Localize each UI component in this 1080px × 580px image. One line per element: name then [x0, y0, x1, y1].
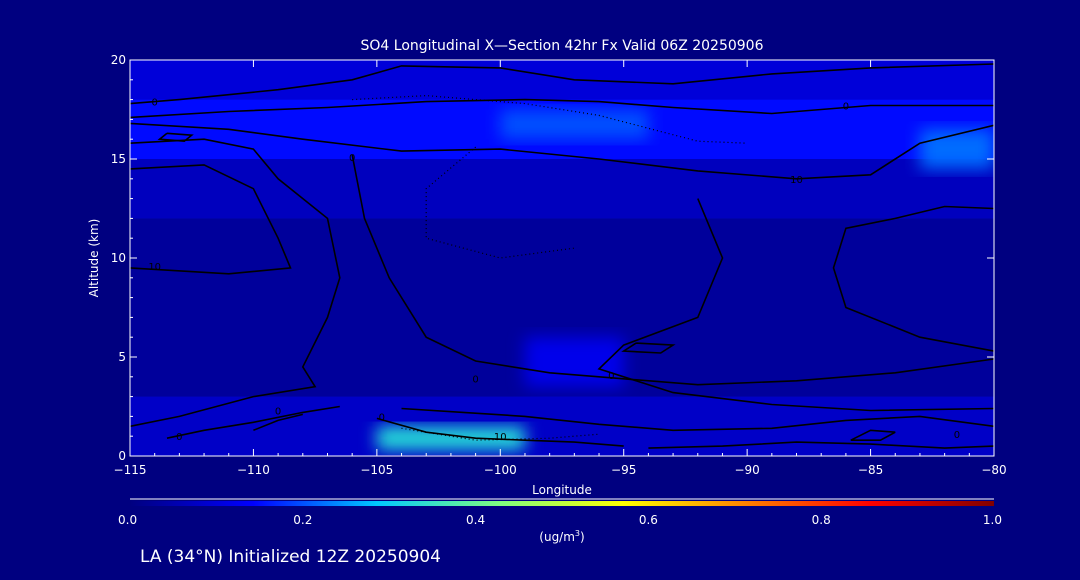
contour-lines — [130, 63, 994, 449]
contour-label-0: 0 — [151, 98, 157, 109]
contour-line-15 — [621, 342, 676, 354]
colorbar-gradient — [130, 501, 994, 506]
field-region-2 — [130, 159, 994, 219]
y-axis-label: Altitude (km) — [87, 219, 101, 298]
x-tick-label-1: −110 — [237, 463, 270, 477]
field-region-6 — [919, 129, 994, 169]
contour-line-3 — [130, 164, 292, 275]
colorbar-tick-label-5: 1.0 — [983, 513, 1002, 527]
colorbar-tick-label-1: 0.2 — [293, 513, 312, 527]
contour-line-6 — [597, 198, 994, 412]
colorbar-ticks: 0.0 0.2 0.4 0.6 0.8 1.0 — [118, 513, 1002, 527]
footer-caption: LA (34°N) Initialized 12Z 20250904 — [140, 547, 441, 567]
x-axis: −115 −110 −105 −100 −95 −90 −85 −80 — [114, 60, 1007, 477]
colorbar-tick-label-2: 0.4 — [466, 513, 485, 527]
colorbar-label-sup: 3 — [575, 529, 580, 538]
concentration-field — [130, 60, 994, 456]
contour-label-10: 10 — [494, 432, 507, 443]
plot-area: 0 0 0 10 10 0 0 0 0 0 10 0 — [129, 59, 995, 457]
contour-label-11: 0 — [954, 430, 960, 441]
x-tick-label-5: −90 — [734, 463, 759, 477]
field-region-7 — [500, 109, 649, 140]
contour-line-11 — [166, 405, 340, 439]
contour-line-9 — [401, 407, 994, 432]
chart-title: SO4 Longitudinal X—Section 42hr Fx Valid… — [361, 38, 764, 54]
x-tick-label-2: −105 — [360, 463, 393, 477]
field-region-4 — [130, 60, 994, 100]
y-tick-label-4: 20 — [111, 53, 126, 67]
y-axis: 0 5 10 15 20 — [111, 53, 994, 463]
contour-line-8 — [157, 132, 194, 143]
contour-label-7: 0 — [275, 406, 281, 417]
contour-line-14 — [850, 429, 896, 441]
contour-line-5 — [351, 154, 994, 386]
colorbar-tick-label-4: 0.8 — [812, 513, 831, 527]
field-region-5 — [376, 426, 525, 451]
contour-labels: 0 0 0 10 10 0 0 0 0 0 10 0 — [148, 98, 960, 444]
y-tick-label-2: 10 — [111, 251, 126, 265]
y-tick-label-3: 15 — [111, 152, 126, 166]
field-region-0 — [130, 396, 994, 456]
x-tick-label-3: −100 — [484, 463, 517, 477]
x-tick-label-7: −80 — [981, 463, 1006, 477]
contour-label-3: 10 — [790, 175, 803, 186]
x-tick-label-4: −95 — [611, 463, 636, 477]
contour-line-2 — [130, 122, 994, 180]
contour-label-9: 0 — [176, 432, 182, 443]
x-axis-label: Longitude — [532, 483, 592, 497]
contour-label-6: 0 — [608, 371, 614, 382]
contour-line-7 — [832, 205, 994, 352]
colorbar-tick-label-0: 0.0 — [118, 513, 137, 527]
colorbar-label: (ug/m3) — [539, 529, 584, 544]
contour-line-10 — [376, 417, 624, 447]
contour-line-1 — [130, 98, 994, 119]
contour-line-12 — [253, 413, 303, 432]
colorbar-tick-label-3: 0.6 — [639, 513, 658, 527]
contour-label-1: 0 — [843, 102, 849, 113]
y-tick-label-0: 0 — [118, 449, 126, 463]
colorbar-label-prefix: (ug/m — [539, 530, 575, 544]
contour-label-2: 0 — [349, 153, 355, 164]
x-tick-label-6: −85 — [858, 463, 883, 477]
contour-line-0 — [130, 63, 994, 105]
contour-label-8: 0 — [379, 412, 385, 423]
y-tick-label-1: 5 — [118, 350, 126, 364]
dotted-contour-2 — [401, 427, 600, 441]
contour-label-5: 0 — [472, 375, 478, 386]
contour-line-4 — [130, 138, 341, 428]
contour-line-13 — [648, 441, 994, 449]
colorbar-label-suffix: ) — [580, 530, 585, 544]
contour-label-4: 10 — [148, 262, 161, 273]
colorbar: 0.0 0.2 0.4 0.6 0.8 1.0 (ug/m3) — [118, 498, 1002, 544]
x-tick-label-0: −115 — [114, 463, 147, 477]
